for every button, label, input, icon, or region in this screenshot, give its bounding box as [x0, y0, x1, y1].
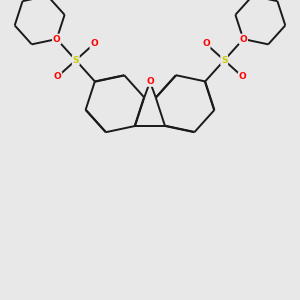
Text: S: S: [221, 56, 227, 65]
Text: S: S: [73, 56, 79, 65]
Text: O: O: [90, 39, 98, 48]
Text: O: O: [53, 34, 61, 43]
Text: N: N: [239, 34, 247, 43]
Text: O: O: [54, 72, 61, 81]
Text: O: O: [239, 34, 247, 43]
Text: N: N: [53, 34, 61, 43]
Text: O: O: [202, 39, 210, 48]
Text: O: O: [238, 72, 246, 81]
Text: O: O: [146, 77, 154, 86]
